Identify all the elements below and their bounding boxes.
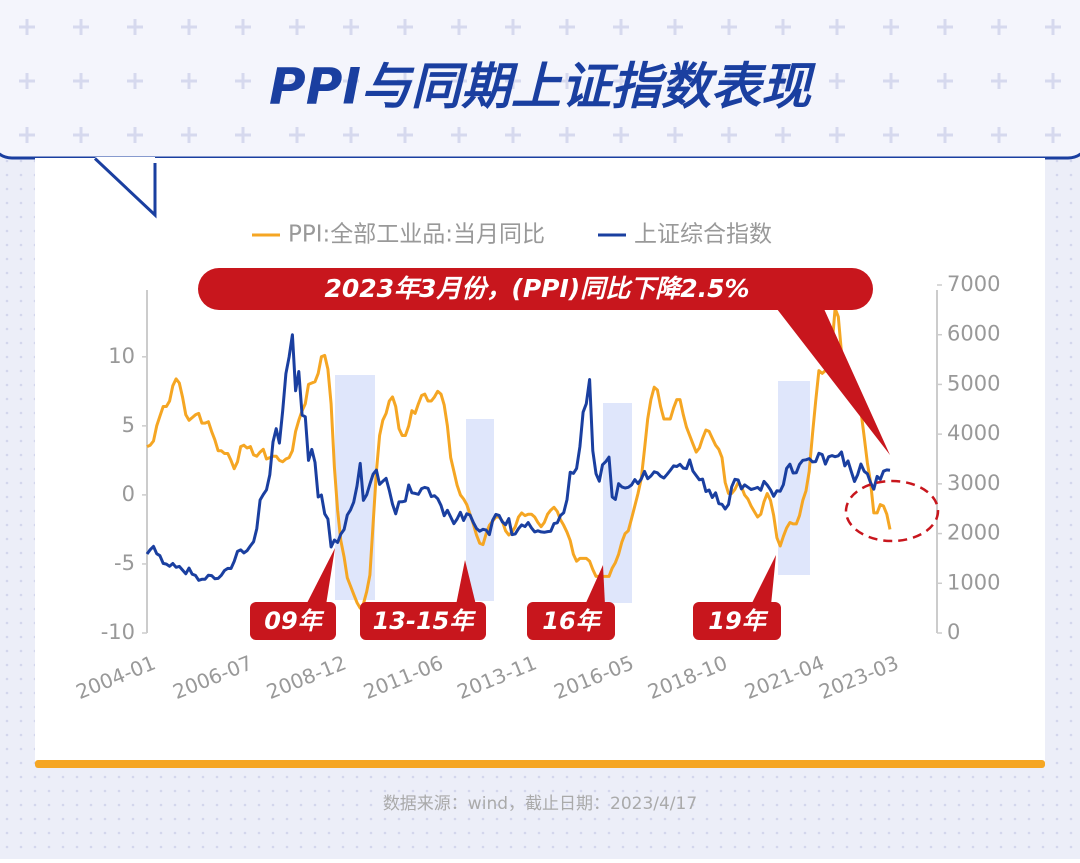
tag-box bbox=[527, 602, 615, 640]
chart-card bbox=[35, 158, 1045, 764]
highlight-ellipse bbox=[844, 479, 940, 543]
tag-box bbox=[250, 602, 336, 640]
y2-tick-label: 6000 bbox=[947, 322, 1000, 346]
y-tick-label: 5 bbox=[122, 413, 135, 437]
tag-pointer bbox=[456, 560, 476, 605]
callout-text: 2023年3月份，(PPI)同比下降2.5% bbox=[324, 274, 749, 303]
highlight-band bbox=[466, 419, 494, 601]
y2-tick-label: 2000 bbox=[947, 521, 1000, 545]
y-tick-label: 0 bbox=[122, 482, 135, 506]
callout-pointer bbox=[770, 300, 890, 455]
y-tick-label: 10 bbox=[108, 344, 135, 368]
legend-label: 上证综合指数 bbox=[634, 222, 772, 248]
series-line bbox=[145, 333, 891, 582]
y-tick-label: -10 bbox=[101, 620, 135, 644]
tag-pointer bbox=[751, 555, 776, 605]
tag-label: 19年 bbox=[708, 607, 768, 635]
tag-label: 13-15年 bbox=[373, 607, 477, 635]
y2-tick-label: 0 bbox=[947, 620, 960, 644]
y2-tick-label: 3000 bbox=[947, 471, 1000, 495]
y2-tick-label: 7000 bbox=[947, 272, 1000, 296]
y2-tick-label: 1000 bbox=[947, 570, 1000, 594]
legend-label: PPI:全部工业品:当月同比 bbox=[288, 222, 545, 248]
tag-box bbox=[360, 602, 486, 640]
banner-pattern bbox=[0, 0, 1080, 150]
highlight-bands bbox=[335, 375, 810, 603]
banner-tail-border bbox=[93, 157, 157, 219]
tag-label: 09年 bbox=[264, 607, 324, 635]
tag-label: 16年 bbox=[542, 607, 602, 635]
source-note: 数据来源：wind，截止日期：2023/4/17 bbox=[383, 794, 697, 814]
card-bottom-border bbox=[35, 760, 1045, 768]
tag-box bbox=[693, 602, 781, 640]
y-tick-label: -5 bbox=[114, 551, 135, 575]
tag-pointer bbox=[306, 548, 335, 605]
highlight-band bbox=[603, 403, 632, 603]
tag-pointer bbox=[585, 565, 605, 605]
highlight-band bbox=[778, 381, 810, 575]
y2-tick-label: 5000 bbox=[947, 371, 1000, 395]
y2-tick-label: 4000 bbox=[947, 421, 1000, 445]
title: PPI与同期上证指数表现 bbox=[269, 58, 816, 116]
callout-box bbox=[198, 268, 873, 310]
